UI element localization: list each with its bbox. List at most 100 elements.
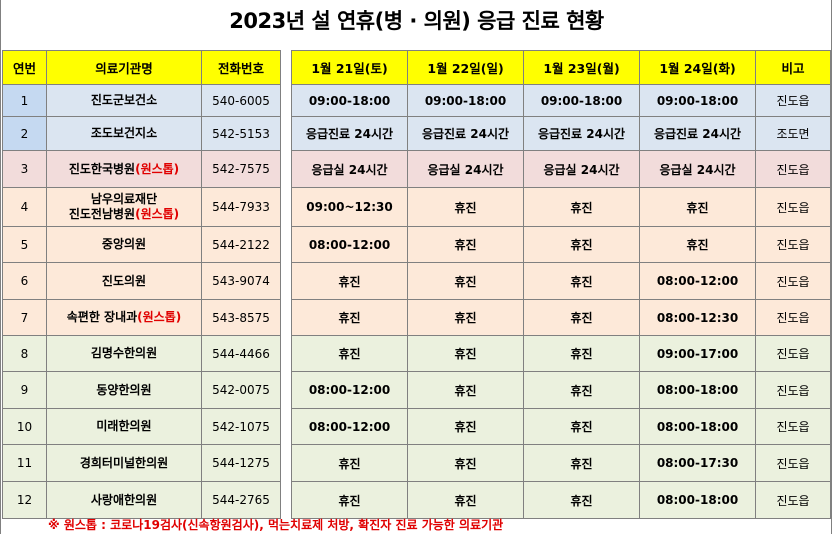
table-row: 10 미래한의원 542-1075 08:00-12:00 휴진 휴진 08:00-18:0… — [2, 408, 831, 445]
region-note: 진도읍 — [755, 226, 831, 263]
region-note: 진도읍 — [755, 444, 831, 482]
header-note: 비고 — [755, 50, 831, 85]
column-gap — [280, 150, 292, 188]
row-number: 12 — [2, 481, 47, 519]
region-note: 진도읍 — [755, 335, 831, 372]
column-gap — [280, 335, 292, 372]
facility-name: 동양한의원 — [46, 371, 202, 409]
day4-hours: 09:00-17:00 — [639, 335, 756, 372]
facility-name: 사랑애한의원 — [46, 481, 202, 519]
row-number: 9 — [2, 371, 47, 409]
table-row: 12 사랑애한의원 544-2765 휴진 휴진 휴진 08:00-18:00 진도읍 — [2, 481, 831, 519]
day3-hours: 휴진 — [523, 262, 640, 300]
facility-name-line1: 남우의료재단 — [90, 192, 158, 206]
region-note: 진도읍 — [755, 262, 831, 300]
row-number: 4 — [2, 187, 47, 227]
facility-name: 미래한의원 — [46, 408, 202, 445]
facility-name-line: 경희터미널한의원 — [48, 455, 201, 471]
table-row: 6 진도의원 543-9074 휴진 휴진 휴진 08:00-12:00 진도읍 — [2, 262, 831, 300]
region-note: 진도읍 — [755, 481, 831, 519]
facility-name-text: 진도전남병원 — [68, 207, 136, 221]
region-note: 진도읍 — [755, 150, 831, 188]
facility-name: 진도의원 — [46, 262, 202, 300]
facility-name-line: 동양한의원 — [48, 382, 201, 398]
footnote: ※ 원스톱 : 코로나19검사(신속항원검사), 먹는치료제 처방, 확진자 진… — [48, 518, 504, 532]
region-note: 진도읍 — [755, 299, 831, 336]
table-row: 7 속편한 장내과(원스톱) 543-8575 휴진 휴진 휴진 08:00-12:30 진도… — [2, 299, 831, 336]
column-gap — [280, 299, 292, 336]
onestop-tag: (원스톱) — [137, 310, 182, 324]
day4-hours: 09:00-18:00 — [639, 84, 756, 117]
header-day1: 1월 21일(토) — [291, 50, 408, 85]
day1-hours: 휴진 — [291, 335, 408, 372]
day2-hours: 휴진 — [407, 444, 524, 482]
phone-number: 544-1275 — [201, 444, 281, 482]
column-gap — [280, 481, 292, 519]
table-row: 4 남우의료재단 진도전남병원(원스톱) 544-7933 09:00~12:30 휴진 휴… — [2, 187, 831, 227]
phone-number: 544-7933 — [201, 187, 281, 227]
column-gap — [280, 187, 292, 227]
row-number: 8 — [2, 335, 47, 372]
row-number: 2 — [2, 116, 47, 151]
day2-hours: 휴진 — [407, 481, 524, 519]
facility-name: 속편한 장내과(원스톱) — [46, 299, 202, 336]
day4-hours: 08:00-18:00 — [639, 408, 756, 445]
row-number: 3 — [2, 150, 47, 188]
page-title: 2023년 설 연휴(병 · 의원) 응급 진료 현황 — [229, 9, 604, 33]
facility-name-line: 진도군보건소 — [48, 93, 201, 108]
day1-hours: 휴진 — [291, 444, 408, 482]
header-day4: 1월 24일(화) — [639, 50, 756, 85]
facility-name-text: 진도의원 — [101, 273, 147, 288]
day1-hours: 08:00-12:00 — [291, 226, 408, 263]
day2-hours: 휴진 — [407, 371, 524, 409]
header-no: 연번 — [2, 50, 47, 85]
day4-hours: 휴진 — [639, 226, 756, 263]
facility-name-line: 조도보건지소 — [48, 126, 201, 141]
day3-hours: 휴진 — [523, 481, 640, 519]
header-day3: 1월 23일(월) — [523, 50, 640, 85]
day1-hours: 휴진 — [291, 262, 408, 300]
facility-name: 진도군보건소 — [46, 84, 202, 117]
facility-name-text: 조도보건지소 — [90, 126, 158, 140]
facility-name: 중앙의원 — [46, 226, 202, 263]
phone-number: 540-6005 — [201, 84, 281, 117]
onestop-tag: (원스톱) — [135, 207, 180, 221]
sheet-left-border — [0, 0, 1, 534]
day3-hours: 휴진 — [523, 226, 640, 263]
day4-hours: 08:00-18:00 — [639, 371, 756, 409]
row-number: 11 — [2, 444, 47, 482]
facility-name: 김명수한의원 — [46, 335, 202, 372]
phone-number: 542-0075 — [201, 371, 281, 409]
region-note: 진도읍 — [755, 84, 831, 117]
day3-hours: 응급진료 24시간 — [523, 116, 640, 151]
facility-name-text: 김명수한의원 — [90, 346, 158, 360]
table-row: 5 중앙의원 544-2122 08:00-12:00 휴진 휴진 휴진 진도읍 — [2, 226, 831, 263]
day3-hours: 휴진 — [523, 187, 640, 227]
phone-number: 544-4466 — [201, 335, 281, 372]
day1-hours: 08:00-12:00 — [291, 371, 408, 409]
region-note: 진도읍 — [755, 371, 831, 409]
column-gap — [280, 116, 292, 151]
row-number: 5 — [2, 226, 47, 263]
day3-hours: 휴진 — [523, 371, 640, 409]
day3-hours: 휴진 — [523, 408, 640, 445]
phone-number: 544-2122 — [201, 226, 281, 263]
day1-hours: 09:00-18:00 — [291, 84, 408, 117]
facility-name-line: 진도한국병원(원스톱) — [48, 162, 201, 177]
day3-hours: 09:00-18:00 — [523, 84, 640, 117]
column-gap — [280, 84, 292, 117]
facility-name-line: 중앙의원 — [48, 237, 201, 252]
table-row: 1 진도군보건소 540-6005 09:00-18:00 09:00-18:00 09:… — [2, 84, 831, 117]
sheet-right-border — [831, 0, 832, 534]
facility-name-text: 미래한의원 — [96, 419, 152, 433]
header-name: 의료기관명 — [46, 50, 202, 85]
day4-hours: 응급진료 24시간 — [639, 116, 756, 151]
column-gap — [280, 50, 292, 85]
row-number: 10 — [2, 408, 47, 445]
facility-name-line: 김명수한의원 — [48, 346, 201, 361]
column-gap — [280, 371, 292, 409]
day2-hours: 휴진 — [407, 226, 524, 263]
facility-name-text: 경희터미널한의원 — [79, 455, 169, 470]
facility-name-text: 동양한의원 — [96, 382, 152, 397]
row-number: 7 — [2, 299, 47, 336]
